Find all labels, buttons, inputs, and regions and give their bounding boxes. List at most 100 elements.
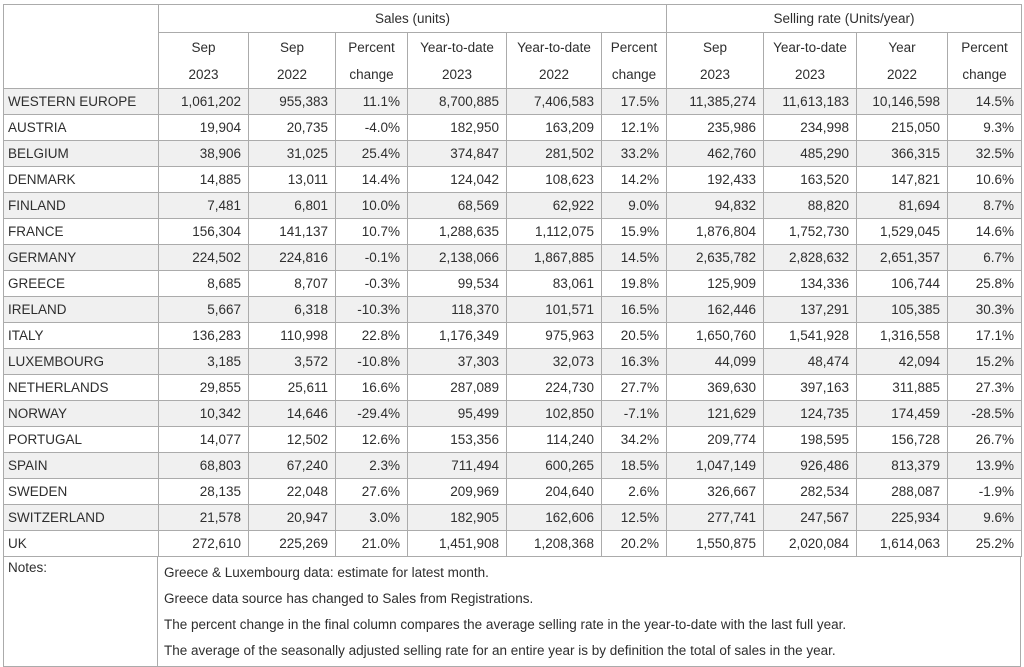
notes-section: Notes: Greece & Luxembourg data: estimat… xyxy=(3,557,1021,667)
table-row: WESTERN EUROPE 1,061,202 955,383 11.1% 8,700… xyxy=(3,88,1022,115)
value-cell: 17.5% xyxy=(601,88,667,115)
value-cell: 204,640 xyxy=(506,478,602,505)
value-cell: 955,383 xyxy=(248,88,336,115)
table-row: GERMANY 224,502 224,816 -0.1% 2,138,066 1,867… xyxy=(3,244,1022,271)
value-cell: 27.3% xyxy=(947,374,1022,401)
country-cell: NORWAY xyxy=(3,400,159,427)
value-cell: 16.5% xyxy=(601,296,667,323)
value-cell: 272,610 xyxy=(158,530,249,557)
value-cell: 9.3% xyxy=(947,114,1022,141)
value-cell: 13.9% xyxy=(947,452,1022,479)
value-cell: 20,947 xyxy=(248,504,336,531)
value-cell: 1,867,885 xyxy=(506,244,602,271)
value-cell: 1,451,908 xyxy=(407,530,507,557)
value-cell: 14.4% xyxy=(335,166,408,193)
value-cell: -0.3% xyxy=(335,270,408,297)
value-cell: 153,356 xyxy=(407,426,507,453)
value-cell: 813,379 xyxy=(856,452,948,479)
value-cell: 141,137 xyxy=(248,218,336,245)
value-cell: 14.5% xyxy=(601,244,667,271)
country-cell: WESTERN EUROPE xyxy=(3,88,159,115)
value-cell: 192,433 xyxy=(666,166,764,193)
value-cell: 8,700,885 xyxy=(407,88,507,115)
value-cell: 14,885 xyxy=(158,166,249,193)
value-cell: 2.6% xyxy=(601,478,667,505)
value-cell: 102,850 xyxy=(506,400,602,427)
table-row: DENMARK 14,885 13,011 14.4% 124,042 108,623 14… xyxy=(3,166,1022,193)
value-cell: 14.5% xyxy=(947,88,1022,115)
value-cell: 81,694 xyxy=(856,192,948,219)
value-cell: 28,135 xyxy=(158,478,249,505)
value-cell: -4.0% xyxy=(335,114,408,141)
value-cell: 147,821 xyxy=(856,166,948,193)
value-cell: 1,288,635 xyxy=(407,218,507,245)
value-cell: 369,630 xyxy=(666,374,764,401)
value-cell: 29,855 xyxy=(158,374,249,401)
value-cell: 16.6% xyxy=(335,374,408,401)
value-cell: 95,499 xyxy=(407,400,507,427)
group-header-sales: Sales (units) xyxy=(158,4,667,33)
table-row: AUSTRIA 19,904 20,735 -4.0% 182,950 163,209 12… xyxy=(3,114,1022,141)
table-row: IRELAND 5,667 6,318 -10.3% 118,370 101,571 16.… xyxy=(3,296,1022,323)
column-header: Year-to-date 2023 xyxy=(407,32,507,89)
column-header: Sep 2023 xyxy=(666,32,764,89)
value-cell: 6,801 xyxy=(248,192,336,219)
column-header: Percent change xyxy=(601,32,667,89)
group-header-selling-rate: Selling rate (Units/year) xyxy=(666,4,1022,33)
value-cell: 12.1% xyxy=(601,114,667,141)
value-cell: 156,304 xyxy=(158,218,249,245)
value-cell: 14.2% xyxy=(601,166,667,193)
value-cell: 2,635,782 xyxy=(666,244,764,271)
value-cell: 247,567 xyxy=(763,504,857,531)
value-cell: 485,290 xyxy=(763,140,857,167)
value-cell: -29.4% xyxy=(335,400,408,427)
table-row: LUXEMBOURG 3,185 3,572 -10.8% 37,303 32,073 16… xyxy=(3,348,1022,375)
value-cell: 277,741 xyxy=(666,504,764,531)
value-cell: 163,209 xyxy=(506,114,602,141)
value-cell: 32.5% xyxy=(947,140,1022,167)
value-cell: 30.3% xyxy=(947,296,1022,323)
value-cell: 11.1% xyxy=(335,88,408,115)
value-cell: 121,629 xyxy=(666,400,764,427)
value-cell: 1,061,202 xyxy=(158,88,249,115)
value-cell: 17.1% xyxy=(947,322,1022,349)
table-row: NORWAY 10,342 14,646 -29.4% 95,499 102,850 -7.… xyxy=(3,400,1022,427)
note-line: The percent change in the final column c… xyxy=(164,617,847,632)
value-cell: 16.3% xyxy=(601,348,667,375)
country-cell: AUSTRIA xyxy=(3,114,159,141)
country-cell: PORTUGAL xyxy=(3,426,159,453)
value-cell: 12.5% xyxy=(601,504,667,531)
value-cell: 8.7% xyxy=(947,192,1022,219)
value-cell: 311,885 xyxy=(856,374,948,401)
note-line: Greece data source has changed to Sales … xyxy=(164,591,534,606)
value-cell: 118,370 xyxy=(407,296,507,323)
country-cell: GREECE xyxy=(3,270,159,297)
column-header: Sep 2023 xyxy=(158,32,249,89)
value-cell: 10.6% xyxy=(947,166,1022,193)
value-cell: 20.5% xyxy=(601,322,667,349)
table-row: BELGIUM 38,906 31,025 25.4% 374,847 281,502 33… xyxy=(3,140,1022,167)
value-cell: 174,459 xyxy=(856,400,948,427)
value-cell: 105,385 xyxy=(856,296,948,323)
value-cell: 25.2% xyxy=(947,530,1022,557)
column-header: Percent change xyxy=(335,32,408,89)
value-cell: 94,832 xyxy=(666,192,764,219)
value-cell: 125,909 xyxy=(666,270,764,297)
country-cell: SWEDEN xyxy=(3,478,159,505)
value-cell: 162,446 xyxy=(666,296,764,323)
value-cell: 7,406,583 xyxy=(506,88,602,115)
table-row: SWEDEN 28,135 22,048 27.6% 209,969 204,640 2.6… xyxy=(3,478,1022,505)
value-cell: 182,905 xyxy=(407,504,507,531)
value-cell: 48,474 xyxy=(763,348,857,375)
value-cell: 33.2% xyxy=(601,140,667,167)
value-cell: 15.9% xyxy=(601,218,667,245)
value-cell: 282,534 xyxy=(763,478,857,505)
table-row: GREECE 8,685 8,707 -0.3% 99,534 83,061 19.8% 12… xyxy=(3,270,1022,297)
column-header: Year 2022 xyxy=(856,32,948,89)
value-cell: 137,291 xyxy=(763,296,857,323)
note-line: Greece & Luxembourg data: estimate for l… xyxy=(164,565,489,580)
value-cell: 22,048 xyxy=(248,478,336,505)
value-cell: 68,569 xyxy=(407,192,507,219)
value-cell: 10,342 xyxy=(158,400,249,427)
value-cell: 67,240 xyxy=(248,452,336,479)
